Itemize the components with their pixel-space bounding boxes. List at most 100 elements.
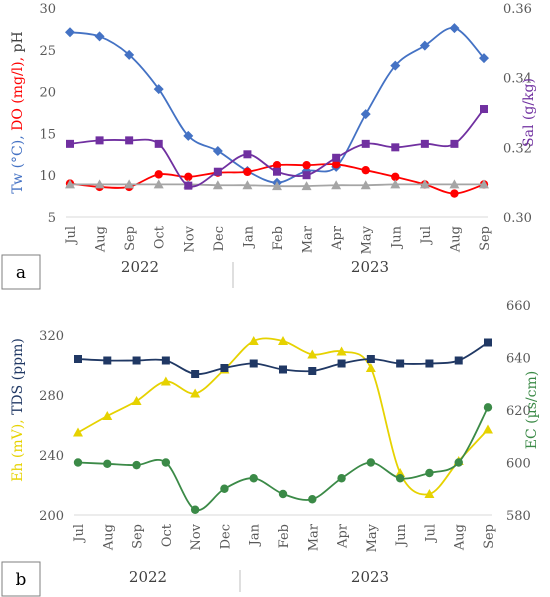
data-point-tds <box>249 359 258 368</box>
panel-label-box <box>1 561 41 597</box>
data-point-ph <box>124 179 135 189</box>
data-point-sal <box>125 136 134 145</box>
data-point-ph <box>360 180 371 190</box>
data-point-tw <box>390 60 401 71</box>
data-point-ec <box>278 489 288 499</box>
x-tick-label: Dec <box>218 524 233 549</box>
year-label-2023: 2023 <box>351 568 389 586</box>
x-tick-label: Oct <box>153 225 168 249</box>
data-point-ec <box>249 474 258 483</box>
x-tick-label: Sep <box>478 226 493 251</box>
data-point-tds <box>103 356 112 365</box>
panel-label: b <box>16 570 27 590</box>
data-point-eh <box>190 388 201 398</box>
data-point-tds <box>220 364 229 372</box>
data-point-sal <box>95 136 104 145</box>
data-point-eh <box>73 427 83 437</box>
y-left-axis-title: Tw (°C), DO (mg/l), pH <box>10 31 26 193</box>
data-point-ec <box>395 474 405 483</box>
y-right-tick-label: 620 <box>506 404 531 419</box>
data-point-do <box>272 160 282 170</box>
x-tick-label: Aug <box>101 524 116 551</box>
year-label-2022: 2022 <box>121 258 159 276</box>
data-point-eh <box>395 468 406 477</box>
data-point-ec <box>425 468 434 478</box>
data-point-tw <box>183 130 194 141</box>
data-point-ec <box>220 484 229 493</box>
data-point-tw <box>479 53 489 64</box>
x-tick-label: Mar <box>306 523 321 551</box>
data-point-do <box>331 160 341 169</box>
data-point-sal <box>420 139 429 148</box>
y-left-tick-label: 320 <box>39 329 64 344</box>
data-point-eh <box>483 424 493 434</box>
data-point-ec <box>132 460 141 470</box>
data-point-tw <box>65 27 75 38</box>
y-left-tick-label: 280 <box>39 389 64 404</box>
x-tick-label: May <box>360 225 375 254</box>
data-point-eh <box>248 336 259 345</box>
data-point-eh <box>160 376 171 386</box>
y-left-tick-label: 15 <box>39 127 56 142</box>
data-point-tw <box>153 84 164 95</box>
data-point-ph <box>272 181 282 191</box>
data-point-sal <box>184 181 193 190</box>
data-point-tds <box>454 356 463 365</box>
data-point-tw <box>94 31 105 42</box>
x-tick-label: Dec <box>212 226 227 251</box>
y-left-axis-title: Eh (mV), TDS (ppm) <box>10 338 26 482</box>
x-tick-label: Jun <box>389 225 404 250</box>
panel-label: a <box>16 263 26 283</box>
x-tick-label: Aug <box>448 226 463 253</box>
data-point-tds <box>161 356 170 365</box>
x-tick-label: Sep <box>123 226 138 251</box>
data-point-ph <box>212 180 223 190</box>
y-left-tick-label: 200 <box>39 509 64 524</box>
x-tick-label: Oct <box>160 523 175 547</box>
data-point-tds <box>74 355 82 363</box>
x-tick-label: Jan <box>241 225 256 249</box>
data-point-tds <box>279 365 287 374</box>
data-point-ph <box>479 179 489 189</box>
data-point-tw <box>419 40 430 51</box>
chart-panel-a: 5 10 15 20 25 30 0.30 0.32 0.34 0.36 Jul Aug Sep Oct N… <box>1 2 537 290</box>
panel-label-box <box>1 254 41 290</box>
data-point-eh <box>336 346 347 356</box>
data-point-tds <box>337 359 346 368</box>
y-left-tick-label: 25 <box>39 44 56 59</box>
x-tick-label: Jul <box>419 226 434 246</box>
data-point-sal <box>273 167 281 176</box>
data-point-ph <box>94 179 105 189</box>
x-tick-label: Sep <box>131 524 146 549</box>
x-tick-label: Aug <box>453 524 468 551</box>
y-left-tick-label: 10 <box>39 169 56 184</box>
data-point-eh <box>365 363 376 372</box>
data-point-ec <box>308 495 317 504</box>
y-right-tick-label: 0.36 <box>503 2 532 17</box>
series-line-tw <box>69 27 485 184</box>
data-point-ph <box>65 179 75 189</box>
y-right-tick-label: 640 <box>506 352 531 367</box>
y-right-tick-label: 0.32 <box>503 141 532 156</box>
x-tick-label: Jul <box>72 524 87 544</box>
data-point-tds <box>366 355 375 363</box>
x-tick-label: Jun <box>394 523 409 548</box>
data-point-sal <box>154 139 163 148</box>
x-tick-label: Jan <box>248 523 263 547</box>
data-point-tds <box>484 338 492 347</box>
data-point-ph <box>242 180 253 190</box>
axis-title-part: Eh (mV), <box>10 415 26 482</box>
data-point-sal <box>361 139 370 148</box>
data-point-do <box>154 170 163 179</box>
x-tick-label: Feb <box>271 226 286 250</box>
data-point-eh <box>278 336 288 345</box>
data-point-sal <box>302 171 311 180</box>
data-point-eh <box>131 396 142 405</box>
data-point-ph <box>331 180 342 190</box>
y-right-axis-title: EC (µs/cm) <box>524 371 540 449</box>
x-tick-label: May <box>365 523 380 552</box>
data-point-eh <box>424 489 435 498</box>
data-point-sal <box>66 139 74 148</box>
x-tick-label: Apr <box>330 225 345 251</box>
axis-title-part: DO (mg/l), <box>10 52 26 130</box>
